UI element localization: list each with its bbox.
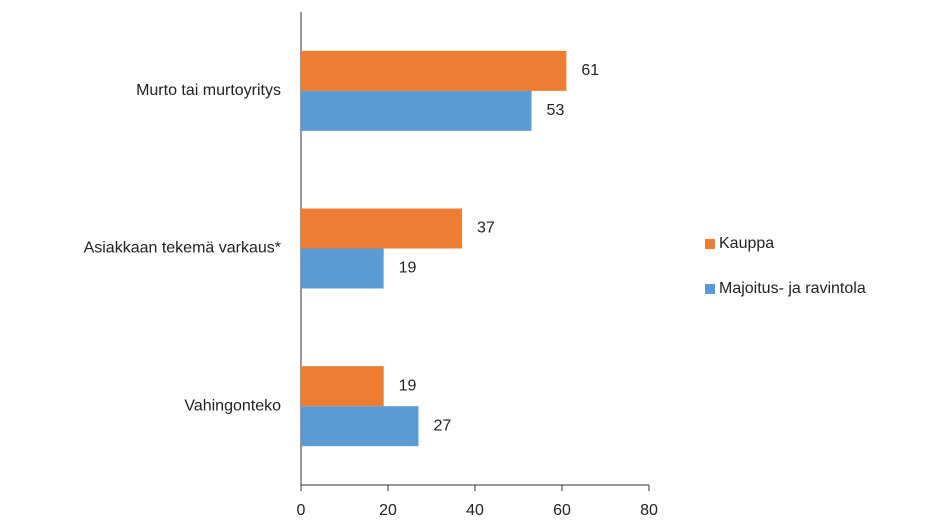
- data-label: 19: [399, 260, 417, 277]
- bar: [301, 366, 384, 407]
- x-tick-label: 40: [466, 502, 484, 519]
- legend-label: Majoitus- ja ravintola: [719, 280, 866, 297]
- data-label: 61: [581, 62, 599, 79]
- y-tick-label: Vahingonteko: [184, 397, 281, 414]
- bar: [301, 208, 462, 249]
- data-label: 19: [399, 377, 417, 394]
- legend-swatch: [705, 284, 715, 294]
- x-tick-label: 60: [553, 502, 571, 519]
- bar: [301, 406, 419, 447]
- legend-label: Kauppa: [719, 235, 774, 252]
- bar: [301, 50, 567, 91]
- x-tick-label: 20: [379, 502, 397, 519]
- data-label: 53: [547, 102, 565, 119]
- data-label: 27: [433, 417, 451, 434]
- data-label: 37: [477, 220, 495, 237]
- legend-swatch: [705, 239, 715, 249]
- y-tick-label: Murto tai murtoyritys: [136, 82, 281, 99]
- y-tick-label: Asiakkaan tekemä varkaus*: [84, 240, 281, 257]
- bar: [301, 248, 384, 289]
- bar: [301, 90, 532, 131]
- x-tick-label: 80: [640, 502, 658, 519]
- x-tick-label: 0: [297, 502, 306, 519]
